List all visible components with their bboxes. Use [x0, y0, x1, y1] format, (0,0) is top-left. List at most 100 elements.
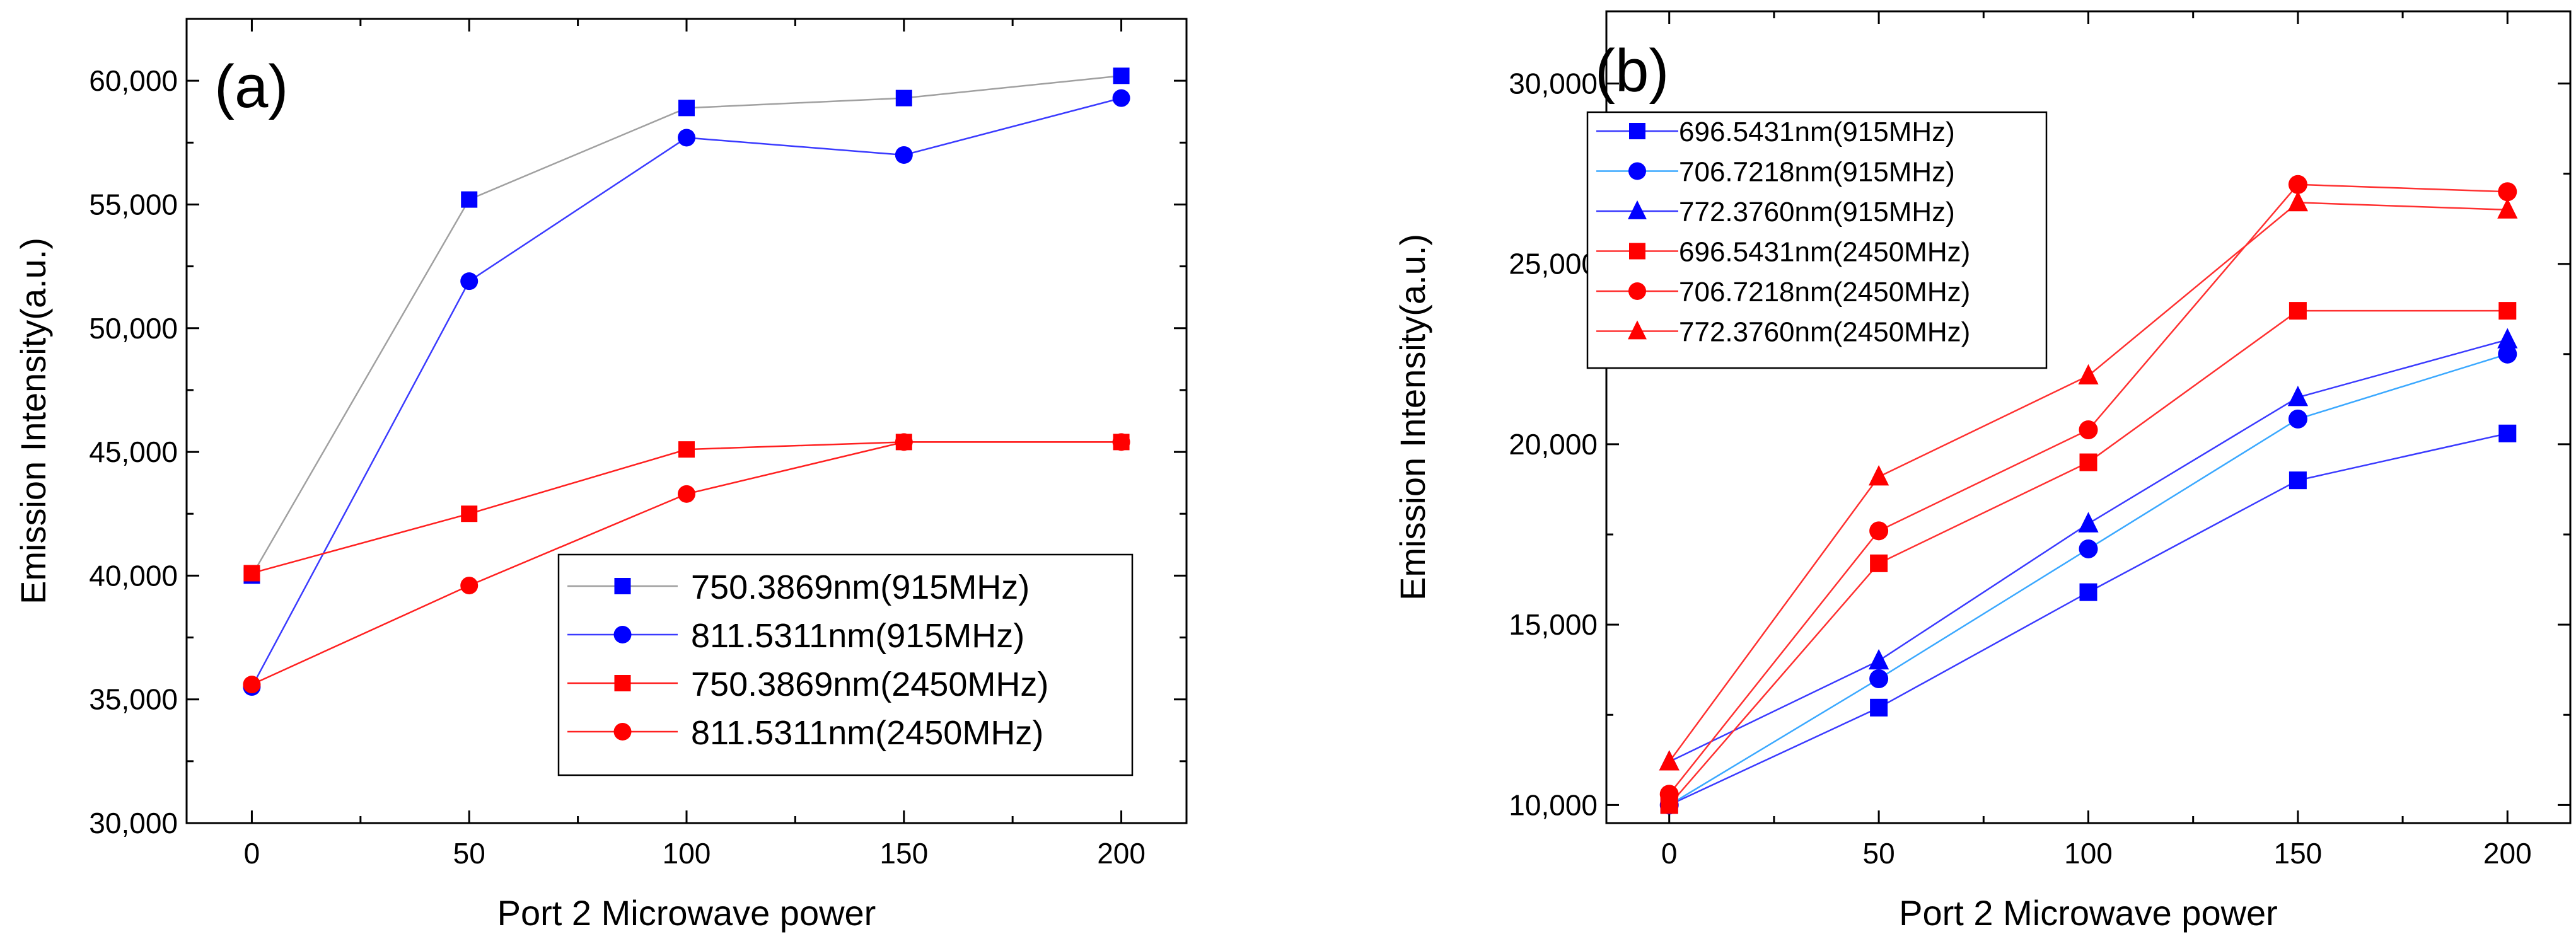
data-point: [2079, 420, 2098, 440]
legend-marker: [1628, 320, 1647, 340]
legend-label: 750.3869nm(915MHz): [691, 568, 1030, 606]
y-axis-title: Emission Intensity(a.u.): [13, 238, 53, 604]
series-0: [1660, 424, 2517, 814]
legend-marker: [613, 723, 632, 741]
data-point: [2497, 198, 2518, 219]
legend-marker: [1628, 282, 1646, 300]
x-tick-label: 100: [2064, 837, 2113, 870]
x-tick-label: 150: [2274, 837, 2323, 870]
x-tick-label: 50: [1863, 837, 1895, 870]
data-point: [243, 676, 261, 694]
series-5: [1659, 190, 2518, 771]
data-point: [2498, 424, 2517, 442]
data-point: [1870, 698, 1888, 717]
y-tick-label: 50,000: [89, 312, 178, 345]
y-tick-label: 45,000: [89, 435, 178, 468]
data-point: [1869, 648, 1889, 670]
data-point: [895, 433, 913, 451]
x-axis-title: Port 2 Microwave power: [1899, 893, 2278, 933]
panel-label: (b): [1595, 37, 1669, 105]
y-tick-label: 30,000: [89, 807, 178, 839]
legend-marker: [613, 626, 632, 643]
data-point: [460, 577, 479, 595]
y-tick-label: 30,000: [1509, 67, 1598, 100]
data-point: [2289, 471, 2307, 490]
data-point: [2079, 539, 2098, 558]
chart-panel-b: 0 50 100 150 200 10,000 15,000 20,000 25,000 30,0…: [1393, 10, 2572, 933]
data-point: [2078, 364, 2099, 385]
y-tick-label: 60,000: [89, 64, 178, 97]
series-4: [1659, 175, 2517, 804]
x-axis-title: Port 2 Microwave power: [497, 893, 876, 933]
y-tick-label: 55,000: [89, 188, 178, 221]
data-point: [678, 129, 695, 147]
data-point: [460, 272, 479, 291]
data-point: [2498, 182, 2517, 202]
chart-panel-a: 0 50 100 150 200 30,000 35,000 40,000 45,000 50,0…: [13, 18, 1188, 933]
y-tick-label: 10,000: [1509, 788, 1598, 821]
data-point: [2079, 583, 2097, 601]
data-point: [243, 565, 260, 582]
legend-label: 811.5311nm(2450MHz): [691, 714, 1043, 752]
data-point: [2498, 344, 2517, 364]
data-point: [2079, 453, 2097, 471]
data-point: [1869, 464, 1889, 486]
x-tick-label: 200: [1097, 837, 1146, 870]
y-tick-label: 25,000: [1509, 248, 1598, 280]
legend-marker: [1629, 243, 1645, 260]
legend: 696.5431nm(915MHz) 706.7218nm(915MHz) 772.…: [1586, 111, 2048, 369]
data-point: [461, 191, 478, 208]
data-point: [1113, 67, 1130, 84]
series-line: [1669, 432, 2508, 806]
panel-label: (a): [214, 53, 288, 120]
data-point: [2497, 328, 2518, 349]
data-point: [895, 89, 912, 107]
y-tick-label: 35,000: [89, 683, 178, 716]
data-point: [678, 485, 695, 503]
data-point: [2078, 512, 2099, 533]
legend: 750.3869nm(915MHz) 811.5311nm(915MHz) 750.…: [557, 553, 1134, 776]
data-point: [2289, 302, 2307, 320]
x-tick-label: 0: [244, 837, 260, 870]
data-point: [678, 100, 695, 117]
series-2: [1659, 328, 2518, 771]
legend-marker: [1628, 162, 1646, 180]
data-point: [1659, 785, 1679, 804]
data-point: [2288, 409, 2307, 429]
data-point: [1869, 669, 1889, 689]
data-point: [1659, 750, 1680, 771]
legend-label: 696.5431nm(2450MHz): [1679, 237, 1970, 268]
data-point: [1112, 89, 1130, 107]
x-tick-label: 100: [663, 837, 711, 870]
legend-marker: [1629, 123, 1645, 139]
data-point: [2288, 175, 2307, 194]
data-point: [678, 441, 695, 458]
y-tick-label: 20,000: [1509, 428, 1598, 461]
series-line: [252, 441, 1122, 574]
x-tick-label: 0: [1661, 837, 1678, 870]
data-point: [2498, 302, 2517, 320]
x-tick-label: 50: [453, 837, 485, 870]
data-point: [895, 146, 913, 164]
data-point: [1869, 521, 1889, 541]
legend-box: [557, 553, 1134, 776]
legend-box: [1586, 111, 2048, 369]
data-point: [2287, 386, 2308, 406]
y-tick-label: 40,000: [89, 559, 178, 592]
series-3: [1660, 302, 2517, 814]
legend-label: 772.3760nm(2450MHz): [1679, 317, 1970, 348]
legend-marker: [1628, 200, 1647, 219]
legend-marker: [614, 675, 631, 691]
y-tick-label: 15,000: [1509, 608, 1598, 641]
x-tick-label: 200: [2483, 837, 2532, 870]
series-3: [243, 433, 1130, 694]
series-1: [1659, 344, 2517, 815]
legend-label: 706.7218nm(915MHz): [1679, 157, 1955, 188]
legend-marker: [614, 578, 631, 594]
legend-label: 706.7218nm(2450MHz): [1679, 277, 1970, 308]
data-point: [461, 505, 478, 522]
data-point: [2287, 190, 2308, 212]
data-point: [1112, 433, 1130, 451]
legend-label: 750.3869nm(2450MHz): [691, 666, 1048, 703]
